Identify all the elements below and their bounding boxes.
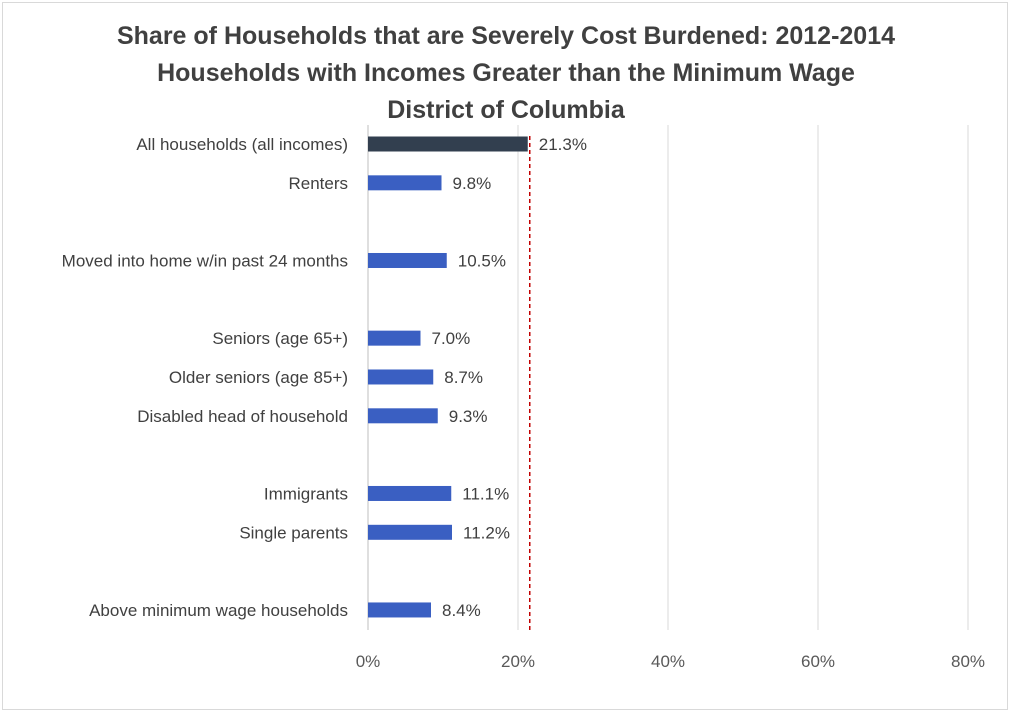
category-label: Disabled head of household bbox=[137, 407, 348, 426]
bar bbox=[368, 330, 421, 346]
value-label: 8.4% bbox=[442, 601, 481, 620]
x-tick-label: 80% bbox=[951, 652, 985, 671]
bar bbox=[368, 175, 442, 191]
category-label: Single parents bbox=[239, 523, 348, 542]
category-labels: All households (all incomes) Renters Moved… bbox=[62, 135, 348, 620]
value-label: 10.5% bbox=[458, 251, 506, 270]
chart-titles: Share of Households that are Severely Co… bbox=[0, 18, 1012, 129]
value-label: 9.8% bbox=[453, 174, 492, 193]
bar bbox=[368, 524, 452, 540]
x-tick-label: 20% bbox=[501, 652, 535, 671]
value-label: 11.1% bbox=[462, 484, 509, 503]
chart-subtitle-2: District of Columbia bbox=[387, 96, 625, 124]
bar bbox=[368, 408, 438, 424]
value-label: 7.0% bbox=[432, 329, 471, 348]
category-label: Older seniors (age 85+) bbox=[169, 368, 348, 387]
value-label: 11.2% bbox=[463, 523, 510, 542]
category-label: Moved into home w/in past 24 months bbox=[62, 251, 348, 270]
chart-subtitle: Households with Incomes Greater than the… bbox=[157, 59, 855, 87]
category-label: Renters bbox=[288, 174, 348, 193]
bar bbox=[368, 602, 431, 618]
x-tick-label: 60% bbox=[801, 652, 835, 671]
category-label: Immigrants bbox=[264, 484, 348, 503]
category-label: Seniors (age 65+) bbox=[212, 329, 348, 348]
chart-title: Share of Households that are Severely Co… bbox=[116, 22, 896, 50]
x-tick-label: 0% bbox=[356, 652, 381, 671]
bar-highlight bbox=[368, 136, 528, 152]
bar bbox=[368, 485, 452, 501]
bars bbox=[368, 136, 528, 618]
category-label: All households (all incomes) bbox=[136, 135, 348, 154]
bar bbox=[368, 252, 447, 268]
value-label: 8.7% bbox=[444, 368, 483, 387]
x-tick-labels: 0% 20% 40% 60% 80% bbox=[356, 652, 985, 671]
category-label: Above minimum wage households bbox=[89, 601, 348, 620]
x-tick-label: 40% bbox=[651, 652, 685, 671]
value-labels: 21.3% 9.8% 10.5% 7.0% 8.7% 9.3% 11.1% 11.2% 8.4% bbox=[432, 135, 587, 620]
value-label: 9.3% bbox=[449, 407, 488, 426]
bar bbox=[368, 369, 434, 385]
value-label: 21.3% bbox=[539, 135, 587, 154]
